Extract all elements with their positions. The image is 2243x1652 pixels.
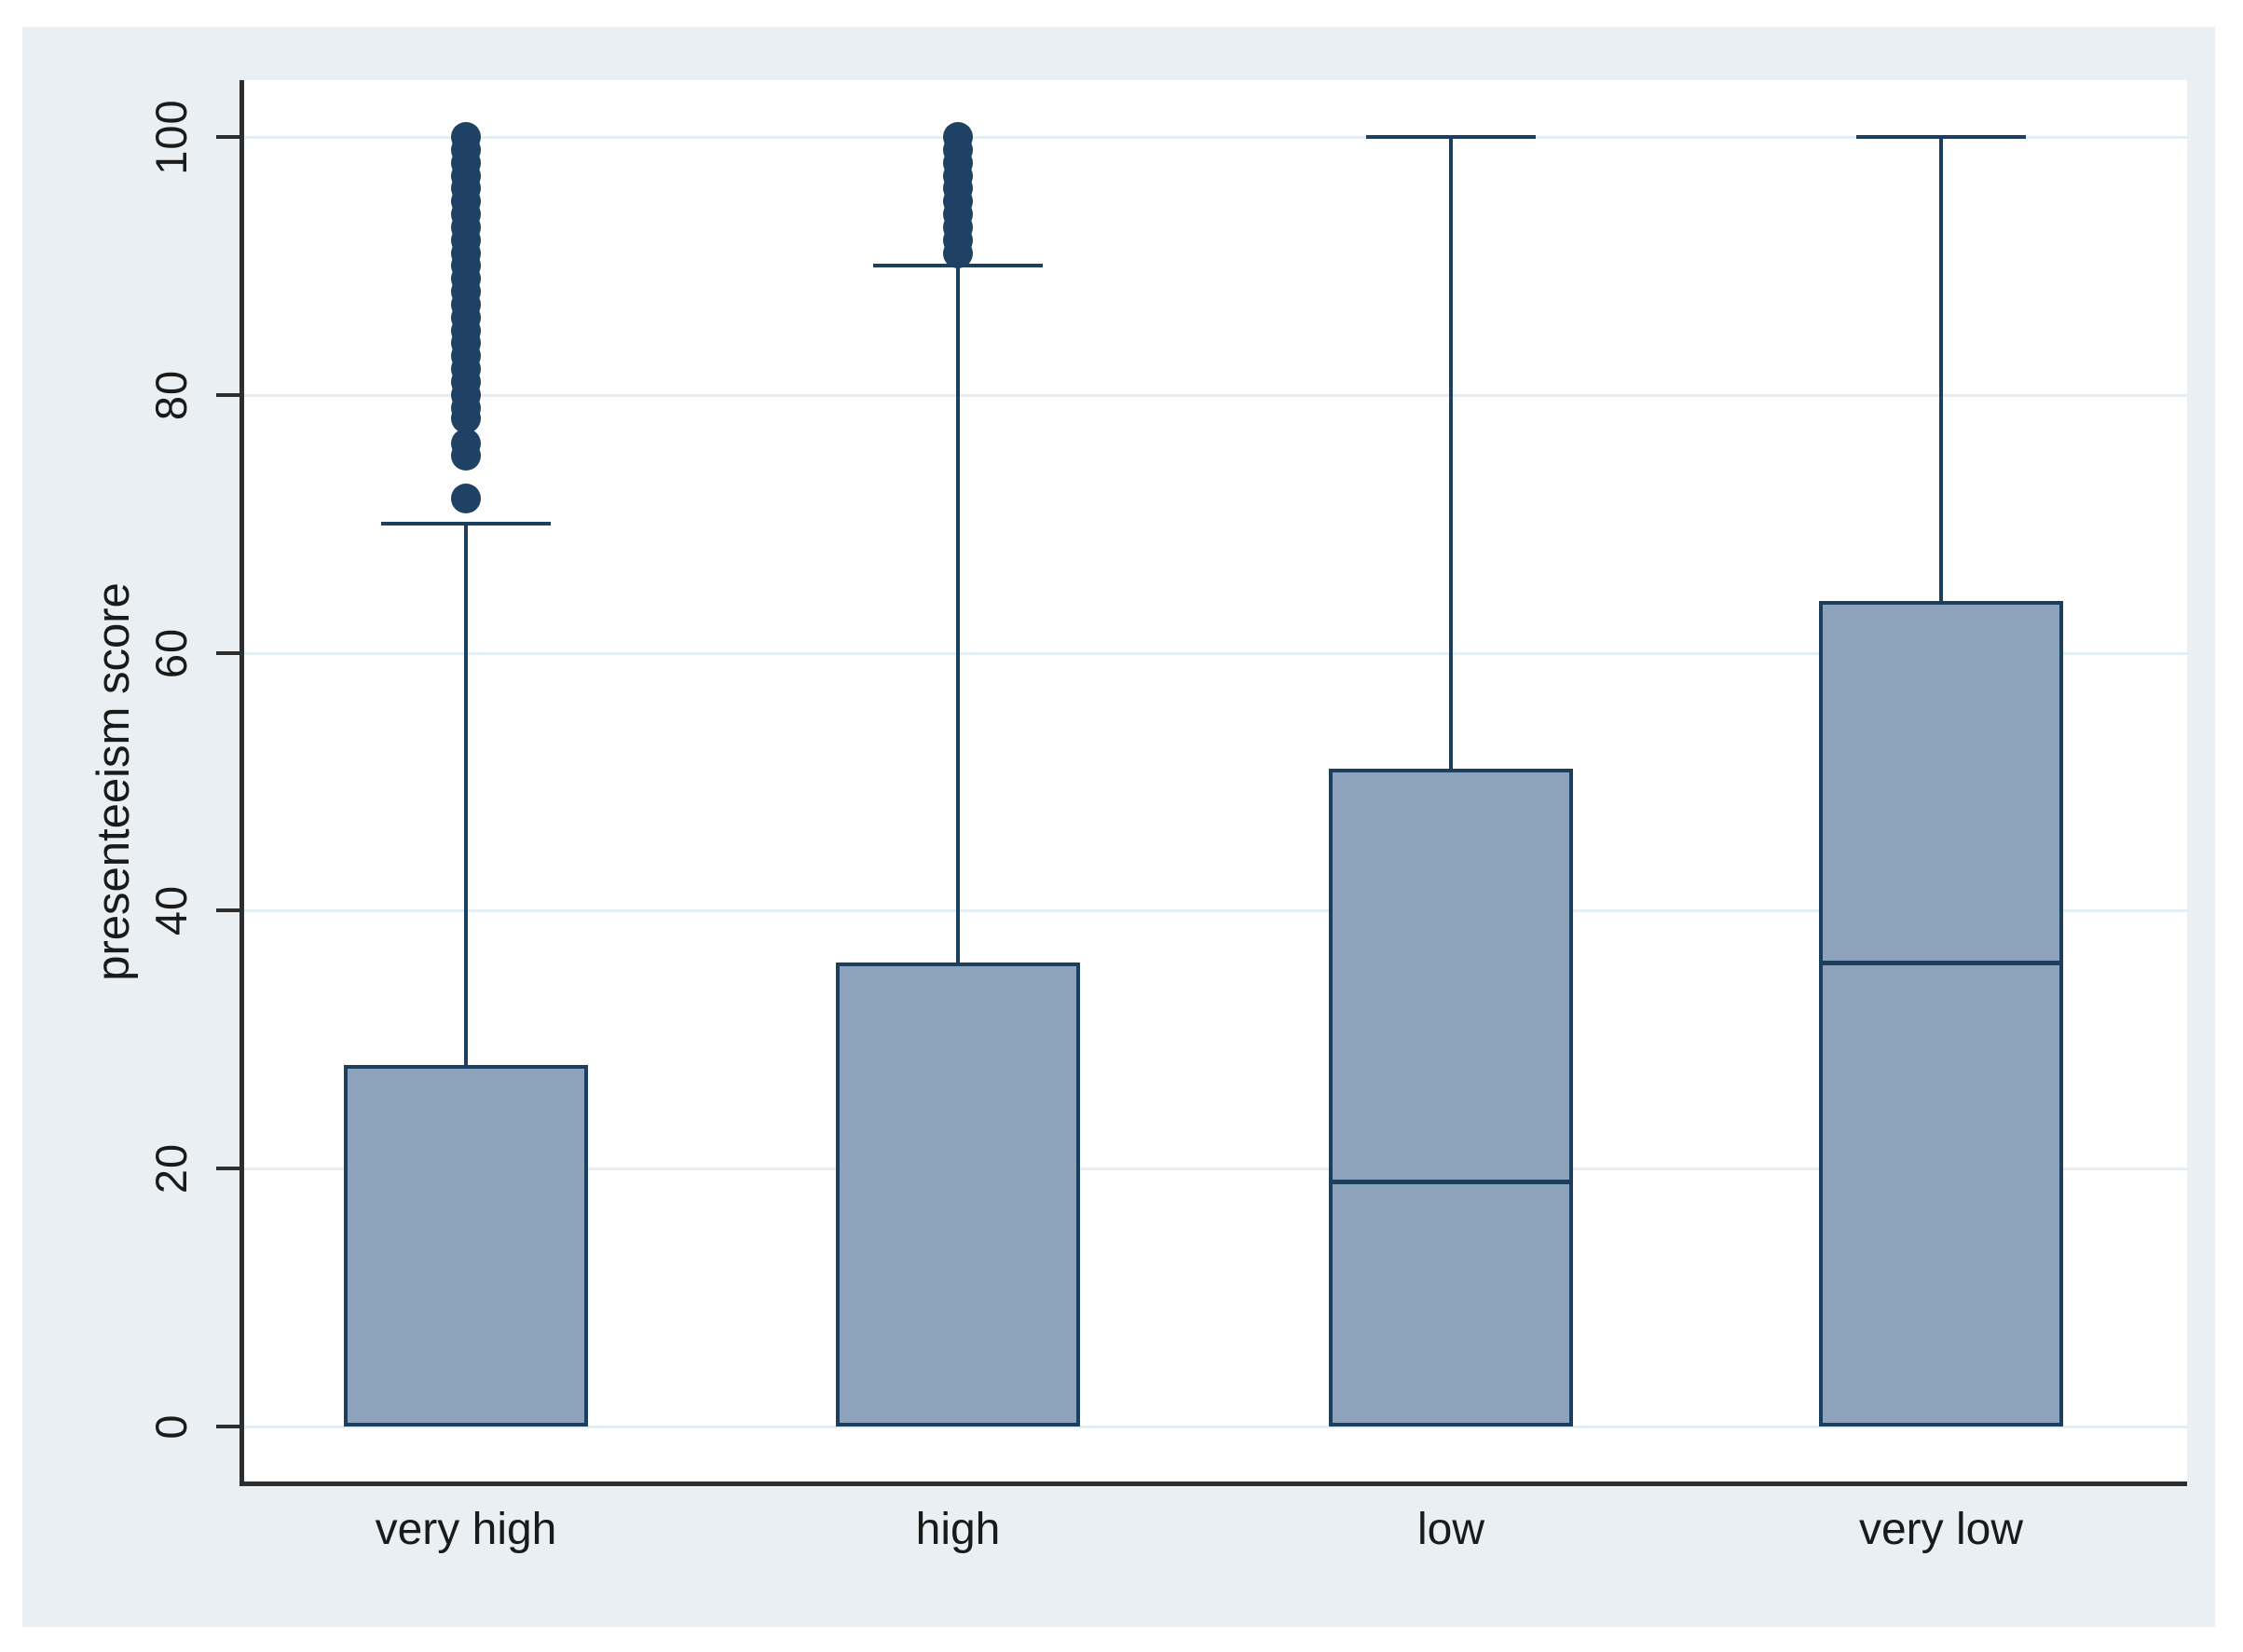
upper-whisker-stem bbox=[1449, 137, 1453, 770]
x-axis-line bbox=[239, 1481, 2187, 1486]
y-tick-20 bbox=[216, 1167, 242, 1171]
outlier-dot bbox=[451, 429, 481, 459]
y-axis-title: presenteeism score bbox=[89, 582, 139, 981]
upper-whisker-stem bbox=[1939, 137, 1943, 602]
outlier-dot bbox=[943, 122, 973, 152]
y-tick-0 bbox=[216, 1425, 242, 1428]
upper-whisker-stem bbox=[956, 266, 960, 963]
upper-whisker-cap bbox=[1366, 135, 1536, 139]
upper-whisker-cap bbox=[1856, 135, 2026, 139]
gridline-y-40 bbox=[241, 909, 2187, 913]
y-tick-60 bbox=[216, 650, 242, 655]
upper-whisker-cap bbox=[381, 522, 551, 526]
gridline-y-80 bbox=[241, 393, 2187, 397]
y-tick-80 bbox=[216, 392, 242, 397]
y-tick-100 bbox=[216, 135, 242, 139]
outlier-dot bbox=[451, 483, 481, 513]
y-tick-label-0: 0 bbox=[145, 1413, 196, 1440]
box-very-high bbox=[344, 1065, 588, 1427]
box-very-low bbox=[1819, 601, 2063, 1427]
gridline-y-0 bbox=[241, 1426, 2187, 1428]
median-line bbox=[1329, 1180, 1573, 1185]
x-label-very-low: very low bbox=[1858, 1505, 2024, 1554]
y-tick-40 bbox=[216, 908, 242, 913]
box-low bbox=[1329, 769, 1573, 1427]
x-label-very-high: very high bbox=[375, 1505, 557, 1554]
y-axis-line bbox=[239, 80, 244, 1486]
gridline-y-20 bbox=[241, 1167, 2187, 1171]
gridline-y-100 bbox=[241, 136, 2187, 139]
y-tick-label-100: 100 bbox=[145, 99, 196, 175]
x-label-high: high bbox=[915, 1505, 1001, 1554]
x-label-low: low bbox=[1416, 1505, 1485, 1554]
gridline-y-60 bbox=[241, 651, 2187, 655]
outlier-dot bbox=[451, 122, 481, 152]
box-high bbox=[836, 962, 1080, 1427]
median-line bbox=[1819, 960, 2063, 965]
upper-whisker-stem bbox=[464, 524, 468, 1066]
